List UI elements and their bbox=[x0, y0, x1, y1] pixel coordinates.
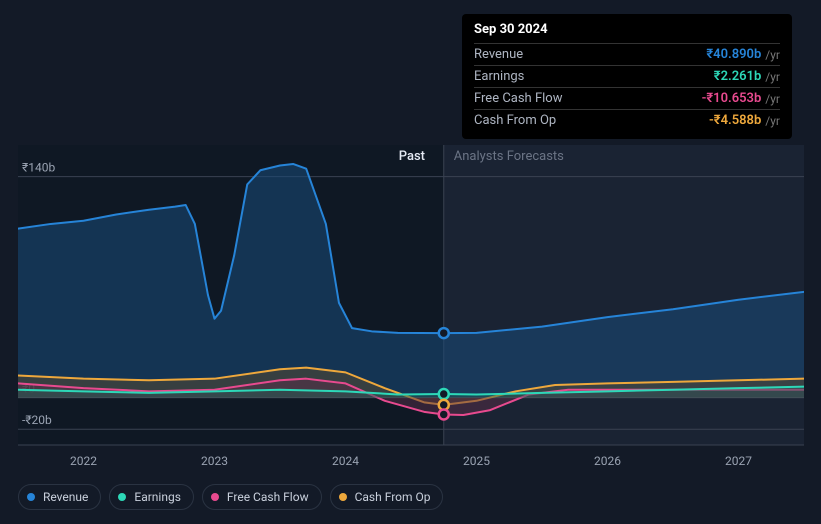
chart-legend: Revenue Earnings Free Cash Flow Cash From O… bbox=[18, 484, 443, 510]
x-axis-label: 2023 bbox=[201, 454, 228, 468]
tooltip-metric-unit: /yr bbox=[765, 48, 780, 62]
past-region-label: Past bbox=[399, 149, 425, 164]
y-axis-label: -₹20b bbox=[22, 413, 52, 427]
legend-dot-icon bbox=[118, 493, 126, 501]
x-axis-label: 2022 bbox=[70, 454, 97, 468]
tooltip-row: Cash From Op-₹4.588b/yr bbox=[474, 109, 780, 131]
tooltip-metric-value: ₹40.890b bbox=[706, 47, 761, 62]
tooltip-row: Revenue₹40.890b/yr bbox=[474, 43, 780, 65]
legend-dot-icon bbox=[211, 493, 219, 501]
legend-label: Revenue bbox=[43, 490, 88, 504]
x-axis-label: 2024 bbox=[332, 454, 359, 468]
tooltip-row: Free Cash Flow-₹10.653b/yr bbox=[474, 87, 780, 109]
tooltip-row: Earnings₹2.261b/yr bbox=[474, 65, 780, 87]
y-axis-label: ₹140b bbox=[22, 161, 55, 175]
legend-label: Earnings bbox=[134, 490, 181, 504]
forecast-region-label: Analysts Forecasts bbox=[454, 149, 564, 164]
tooltip-metric-unit: /yr bbox=[765, 70, 780, 84]
x-axis-label: 2027 bbox=[725, 454, 752, 468]
legend-dot-icon bbox=[27, 493, 35, 501]
tooltip-rows: Revenue₹40.890b/yrEarnings₹2.261b/yrFree… bbox=[474, 43, 780, 131]
tooltip-metric-label: Free Cash Flow bbox=[474, 91, 702, 106]
legend-item-free-cash-flow[interactable]: Free Cash Flow bbox=[202, 484, 322, 510]
legend-item-revenue[interactable]: Revenue bbox=[18, 484, 101, 510]
legend-item-earnings[interactable]: Earnings bbox=[109, 484, 194, 510]
legend-label: Free Cash Flow bbox=[227, 490, 309, 504]
legend-label: Cash From Op bbox=[355, 490, 431, 504]
tooltip-metric-label: Revenue bbox=[474, 47, 706, 62]
tooltip-metric-value: -₹10.653b bbox=[702, 91, 762, 106]
chart-tooltip: Sep 30 2024 Revenue₹40.890b/yrEarnings₹2… bbox=[462, 14, 792, 139]
x-axis-label: 2026 bbox=[594, 454, 621, 468]
tooltip-metric-unit: /yr bbox=[765, 114, 780, 128]
legend-dot-icon bbox=[339, 493, 347, 501]
x-axis-label: 2025 bbox=[463, 454, 490, 468]
tooltip-metric-label: Cash From Op bbox=[474, 113, 709, 128]
tooltip-metric-label: Earnings bbox=[474, 69, 714, 84]
tooltip-date: Sep 30 2024 bbox=[474, 22, 780, 37]
tooltip-metric-unit: /yr bbox=[765, 92, 780, 106]
legend-item-cash-from-op[interactable]: Cash From Op bbox=[330, 484, 444, 510]
tooltip-metric-value: ₹2.261b bbox=[714, 69, 762, 84]
tooltip-metric-value: -₹4.588b bbox=[709, 113, 761, 128]
